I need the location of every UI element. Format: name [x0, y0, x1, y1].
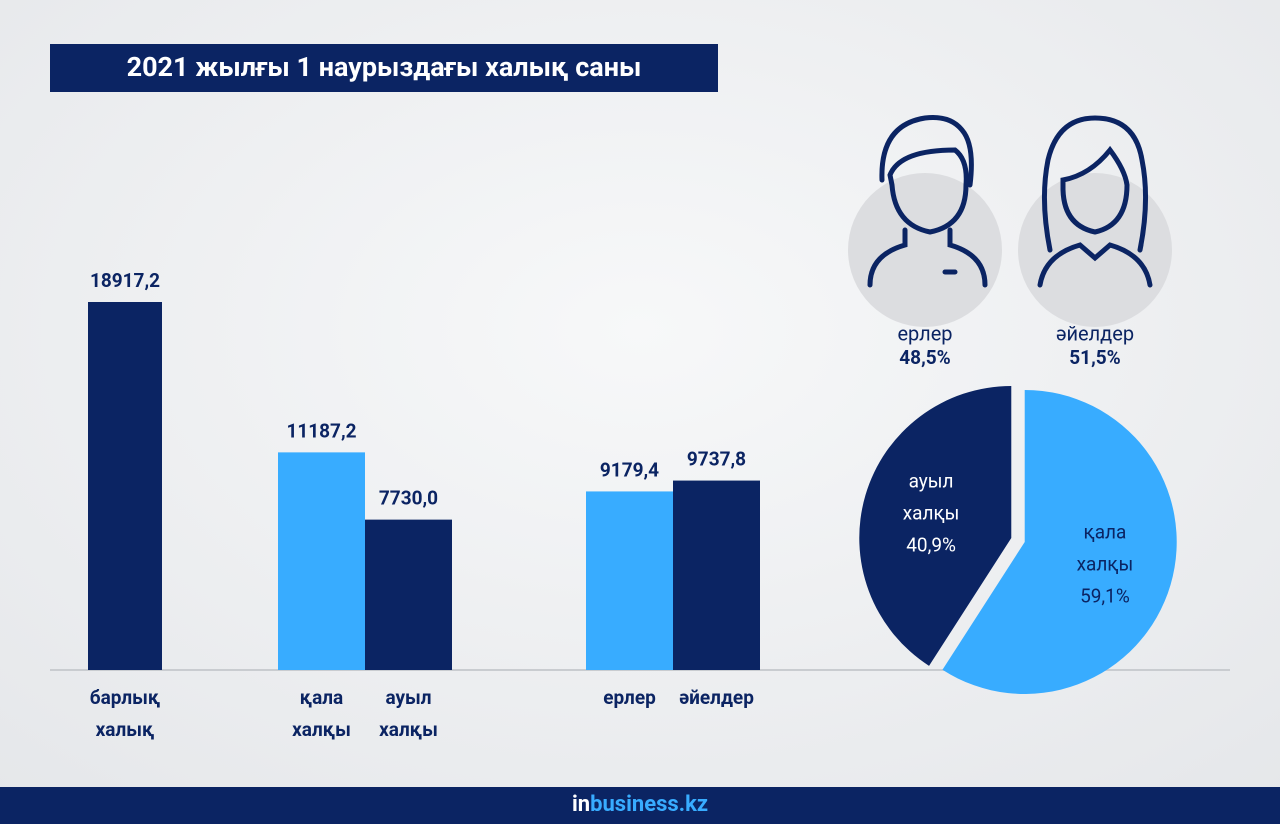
logo-prefix: in — [572, 792, 590, 817]
footer-logo: inbusiness.kz — [572, 792, 708, 817]
slice-label: қала халқы — [1077, 521, 1134, 576]
category-label: қала халқы — [292, 686, 351, 741]
slice-label: ауыл халқы — [903, 469, 960, 524]
slice-value: 59,1% — [1080, 585, 1130, 608]
value-label: 11187,2 — [286, 419, 356, 442]
pie-slice — [942, 389, 1177, 694]
category-label: ерлер — [603, 686, 656, 709]
category-label: барлық халық — [90, 686, 160, 741]
value-label: 7730,0 — [379, 487, 438, 510]
bar — [673, 480, 760, 670]
value-label: 9179,4 — [600, 458, 659, 481]
category-label: ауыл халқы — [379, 686, 438, 741]
title-box — [50, 44, 718, 92]
value-label: 18917,2 — [90, 269, 160, 292]
title: 2021 жылғы 1 наурыздағы халық саны — [127, 51, 642, 83]
footer-band — [0, 787, 1280, 824]
bar — [278, 452, 365, 670]
category-label: әйелдер — [679, 686, 754, 709]
man-icon — [848, 115, 1002, 327]
gender-label: әйелдер — [1056, 321, 1134, 345]
gender-share: 51,5% — [1069, 346, 1120, 369]
value-label: 9737,8 — [687, 448, 746, 471]
bar — [586, 491, 673, 670]
gender-share: 48,5% — [899, 346, 950, 369]
bar — [88, 302, 162, 670]
slice-value: 40,9% — [906, 533, 956, 556]
logo-name: business.kz — [590, 792, 708, 817]
woman-icon — [1018, 115, 1172, 327]
gender-label: ерлер — [897, 321, 952, 345]
bar — [365, 519, 452, 670]
pie-slice — [859, 386, 1012, 666]
